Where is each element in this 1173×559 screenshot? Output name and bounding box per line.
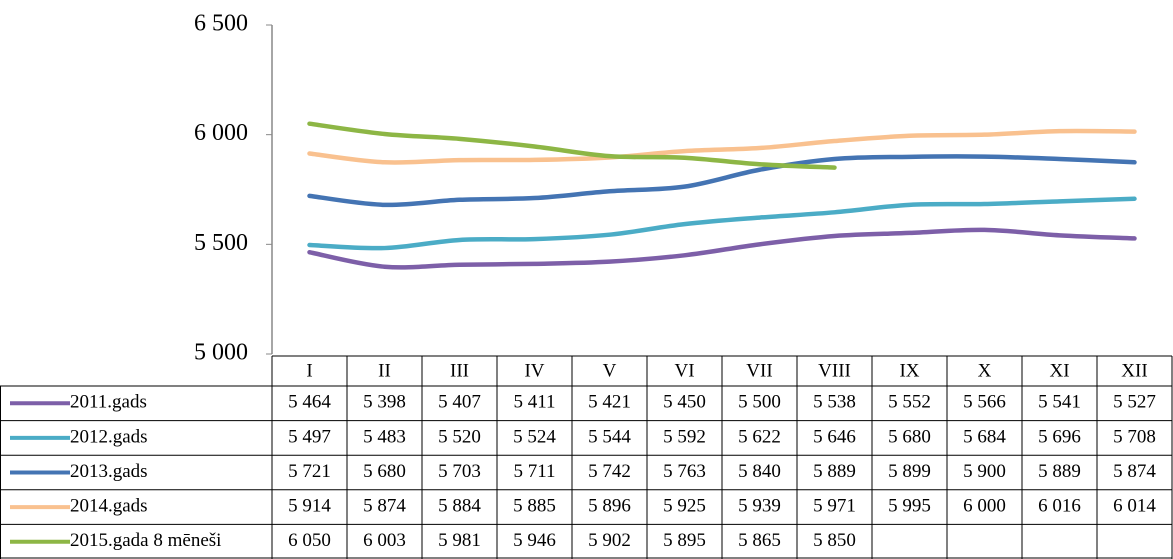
table-value: 5 884 [438, 495, 481, 516]
table-value: 5 900 [963, 461, 1006, 482]
x-tick-label: I [306, 360, 312, 381]
legend-label: 2014.gads [70, 495, 148, 516]
table-value: 5 411 [513, 392, 555, 413]
y-tick-label: 6 500 [194, 11, 248, 37]
table-value: 6 003 [363, 530, 406, 551]
y-tick-label: 5 000 [194, 340, 248, 366]
legend-label: 2015.gada 8 mēneši [70, 530, 221, 551]
legend-label: 2013.gads [70, 461, 148, 482]
table-value: 5 538 [813, 392, 856, 413]
table-value: 5 763 [663, 461, 706, 482]
y-tick-label: 6 000 [194, 120, 248, 146]
table-value: 5 981 [438, 530, 481, 551]
series-line [307, 227, 1137, 270]
table-value: 6 014 [1113, 495, 1156, 516]
table-value: 5 684 [963, 426, 1006, 447]
table-value: 5 592 [663, 426, 706, 447]
table-value: 5 703 [438, 461, 481, 482]
table-value: 5 939 [738, 495, 781, 516]
table-value: 5 742 [588, 461, 631, 482]
x-tick-label: XII [1121, 360, 1147, 381]
table-value: 5 899 [888, 461, 931, 482]
table-value: 5 874 [1113, 461, 1156, 482]
table-value: 5 500 [738, 392, 781, 413]
table-value: 5 566 [963, 392, 1006, 413]
x-tick-label: X [978, 360, 992, 381]
table-value: 5 865 [738, 530, 781, 551]
table-value: 5 541 [1038, 392, 1081, 413]
table-value: 5 902 [588, 530, 631, 551]
x-tick-label: II [378, 360, 391, 381]
table-value: 5 680 [888, 426, 931, 447]
series-line [307, 154, 1137, 208]
y-tick-label: 5 500 [194, 230, 248, 256]
table-value: 5 995 [888, 495, 931, 516]
table-value: 6 050 [288, 530, 331, 551]
table-value: 6 000 [963, 495, 1006, 516]
table-value: 5 885 [513, 495, 556, 516]
legend-label: 2011.gads [70, 392, 147, 413]
table-value: 5 925 [663, 495, 706, 516]
table-value: 6 016 [1038, 495, 1081, 516]
x-tick-label: V [603, 360, 617, 381]
series-line [307, 128, 1137, 165]
legend-label: 2012.gads [70, 426, 148, 447]
table-value: 5 708 [1113, 426, 1156, 447]
table-value: 5 527 [1113, 392, 1156, 413]
x-tick-label: III [450, 360, 469, 381]
series-line [307, 196, 1137, 251]
table-value: 5 946 [513, 530, 556, 551]
table-value: 5 552 [888, 392, 931, 413]
table-value: 5 696 [1038, 426, 1081, 447]
table-value: 5 914 [288, 495, 331, 516]
x-tick-label: XI [1049, 360, 1069, 381]
table-value: 5 896 [588, 495, 631, 516]
table-value: 5 711 [513, 461, 555, 482]
table-value: 5 895 [663, 530, 706, 551]
table-value: 5 840 [738, 461, 781, 482]
table-value: 5 622 [738, 426, 781, 447]
table-value: 5 721 [288, 461, 331, 482]
table-value: 5 407 [438, 392, 481, 413]
table-value: 5 971 [813, 495, 856, 516]
series-line [307, 121, 837, 170]
x-tick-label: VI [674, 360, 694, 381]
table-value: 5 464 [288, 392, 331, 413]
table-value: 5 889 [813, 461, 856, 482]
table-value: 5 450 [663, 392, 706, 413]
table-value: 5 497 [288, 426, 331, 447]
table-value: 5 520 [438, 426, 481, 447]
table-value: 5 874 [363, 495, 406, 516]
table-value: 5 646 [813, 426, 856, 447]
x-tick-label: IX [899, 360, 919, 381]
x-tick-label: IV [524, 360, 544, 381]
x-tick-label: VIII [818, 360, 851, 381]
table-value: 5 524 [513, 426, 556, 447]
table-value: 5 680 [363, 461, 406, 482]
table-value: 5 421 [588, 392, 631, 413]
x-tick-label: VII [746, 360, 772, 381]
table-value: 5 544 [588, 426, 631, 447]
table-value: 5 398 [363, 392, 406, 413]
table-value: 5 889 [1038, 461, 1081, 482]
table-value: 5 483 [363, 426, 406, 447]
table-value: 5 850 [813, 530, 856, 551]
